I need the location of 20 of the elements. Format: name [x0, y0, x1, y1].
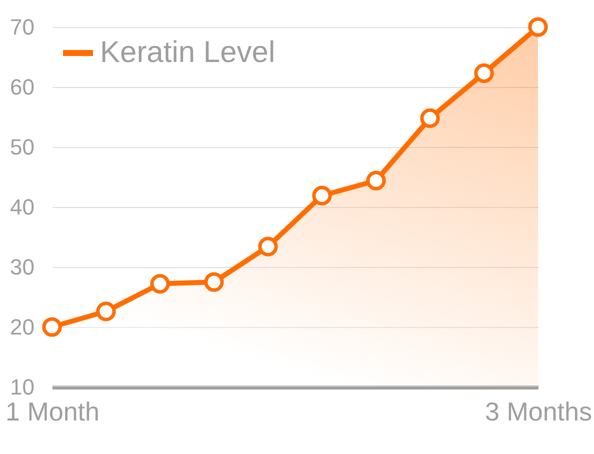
point	[474, 63, 494, 83]
y-tick-label: 50	[10, 134, 34, 160]
point	[96, 302, 116, 322]
x-tick-label: 3 Months	[485, 396, 592, 426]
point	[150, 274, 170, 294]
y-tick-label: 20	[10, 314, 34, 340]
y-tick-label: 10	[10, 374, 34, 400]
point	[258, 236, 278, 256]
point	[42, 317, 62, 337]
point	[312, 186, 332, 206]
legend-label: Keratin Level	[100, 36, 276, 69]
y-tick-label: 40	[10, 194, 34, 220]
point	[420, 108, 440, 128]
point	[366, 170, 386, 190]
y-tick-label: 70	[10, 14, 34, 40]
y-tick-label: 60	[10, 74, 34, 100]
y-tick-label: 30	[10, 254, 34, 280]
point	[204, 272, 224, 292]
x-tick-label: 1 Month	[6, 396, 100, 426]
point	[528, 17, 548, 37]
